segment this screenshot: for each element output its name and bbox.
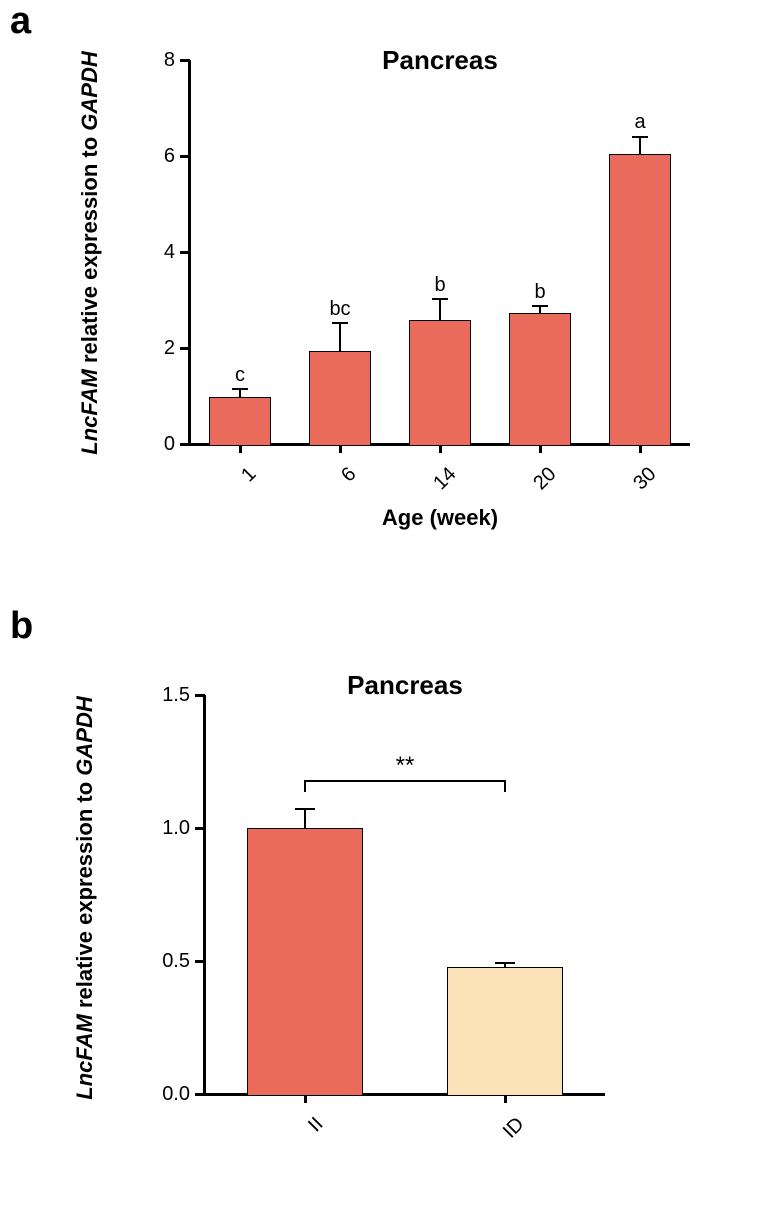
xtick-mark <box>239 445 242 453</box>
bar-annotation: b <box>410 274 470 297</box>
xtick-label: 14 <box>413 463 461 511</box>
error-cap <box>495 962 515 964</box>
bar <box>309 351 371 445</box>
xtick-label: 1 <box>217 463 262 508</box>
panel-a-chart: Pancreas LncFAM relative expression to G… <box>0 0 764 580</box>
ytick-mark <box>180 251 190 254</box>
error-bar <box>639 136 641 154</box>
error-bar <box>304 808 306 828</box>
error-cap <box>632 136 648 138</box>
ytick-label: 4 <box>130 241 175 264</box>
ylabel-italic-1: LncFAM <box>77 369 102 455</box>
panel-a-ylabel: LncFAM relative expression to GAPDH <box>77 43 103 463</box>
ylabel-mid: relative expression to <box>77 131 102 369</box>
panel-a-xlabel: Age (week) <box>300 505 580 531</box>
panel-b-y-axis <box>203 695 206 1095</box>
xtick-mark <box>439 445 442 453</box>
ytick-mark <box>180 347 190 350</box>
ytick-label: 1.0 <box>135 817 190 840</box>
xtick-mark <box>539 445 542 453</box>
ytick-mark <box>180 59 190 62</box>
bar-id <box>447 967 563 1095</box>
ytick-mark <box>195 694 205 697</box>
ytick-mark <box>180 155 190 158</box>
error-cap <box>332 322 348 324</box>
figure-container: a Pancreas LncFAM relative expression to… <box>0 0 764 1210</box>
bar-ii <box>247 828 363 1095</box>
xtick-label: 6 <box>317 463 362 508</box>
xtick-mark <box>639 445 642 453</box>
ylabel-mid: relative expression to <box>72 776 97 1014</box>
ylabel-italic-2: GAPDH <box>72 696 97 775</box>
panel-b-title: Pancreas <box>295 670 515 701</box>
ytick-mark <box>180 443 190 446</box>
error-cap <box>295 808 315 810</box>
ytick-label: 0.5 <box>135 950 190 973</box>
ylabel-italic-1: LncFAM <box>72 1014 97 1100</box>
error-cap <box>232 388 248 390</box>
error-cap <box>432 298 448 300</box>
error-bar <box>339 322 341 351</box>
sig-bracket-right <box>504 780 506 792</box>
bar <box>609 154 671 445</box>
ytick-label: 0.0 <box>135 1083 190 1106</box>
sig-bracket-left <box>304 780 306 792</box>
ylabel-italic-2: GAPDH <box>77 51 102 130</box>
xtick-label: II <box>284 1113 329 1158</box>
ytick-mark <box>195 960 205 963</box>
bar <box>209 397 271 445</box>
bar-annotation: a <box>610 111 670 134</box>
bar <box>509 313 571 445</box>
panel-b-ylabel: LncFAM relative expression to GAPDH <box>72 688 98 1108</box>
sig-label: ** <box>380 752 430 780</box>
error-cap <box>532 305 548 307</box>
panel-b-chart: Pancreas LncFAM relative expression to G… <box>0 610 764 1200</box>
bar-annotation: b <box>510 281 570 304</box>
ytick-label: 6 <box>130 145 175 168</box>
sig-bracket-top <box>304 780 506 782</box>
xtick-mark <box>504 1095 507 1103</box>
bar-annotation: c <box>210 364 270 387</box>
bar-annotation: bc <box>310 298 370 321</box>
ytick-label: 1.5 <box>135 684 190 707</box>
ytick-mark <box>195 1093 205 1096</box>
xtick-mark <box>304 1095 307 1103</box>
xtick-mark <box>339 445 342 453</box>
ytick-label: 8 <box>130 49 175 72</box>
ytick-label: 2 <box>130 337 175 360</box>
xtick-label: 30 <box>613 463 661 511</box>
xtick-label: 20 <box>513 463 561 511</box>
error-bar <box>439 298 441 320</box>
panel-a-title: Pancreas <box>330 45 550 76</box>
ytick-label: 0 <box>130 433 175 456</box>
xtick-label: ID <box>481 1113 529 1161</box>
ytick-mark <box>195 827 205 830</box>
bar <box>409 320 471 445</box>
